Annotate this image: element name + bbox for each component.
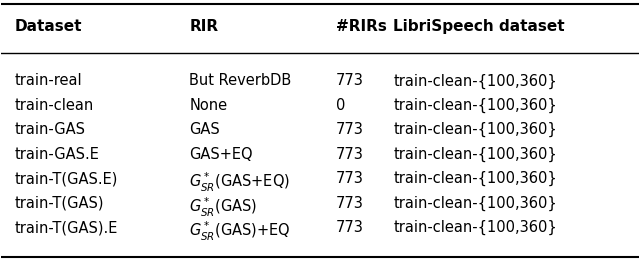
Text: 773: 773	[336, 122, 364, 137]
Text: 773: 773	[336, 147, 364, 162]
Text: But ReverbDB: But ReverbDB	[189, 73, 292, 88]
Text: train-clean: train-clean	[14, 98, 93, 113]
Text: #RIRs: #RIRs	[336, 20, 387, 34]
Text: 773: 773	[336, 220, 364, 235]
Text: LibriSpeech dataset: LibriSpeech dataset	[394, 20, 565, 34]
Text: 0: 0	[336, 98, 346, 113]
Text: GAS+EQ: GAS+EQ	[189, 147, 253, 162]
Text: 773: 773	[336, 196, 364, 211]
Text: train-clean-{100,360}: train-clean-{100,360}	[394, 73, 557, 89]
Text: train-clean-{100,360}: train-clean-{100,360}	[394, 147, 557, 162]
Text: train-clean-{100,360}: train-clean-{100,360}	[394, 171, 557, 186]
Text: train-T(GAS).E: train-T(GAS).E	[14, 220, 118, 235]
Text: train-GAS.E: train-GAS.E	[14, 147, 99, 162]
Text: train-real: train-real	[14, 73, 82, 88]
Text: $G^*_{SR}$(GAS)+EQ: $G^*_{SR}$(GAS)+EQ	[189, 220, 291, 243]
Text: train-GAS: train-GAS	[14, 122, 85, 137]
Text: train-clean-{100,360}: train-clean-{100,360}	[394, 122, 557, 138]
Text: train-T(GAS): train-T(GAS)	[14, 196, 104, 211]
Text: train-T(GAS.E): train-T(GAS.E)	[14, 171, 118, 186]
Text: $G^*_{SR}$(GAS): $G^*_{SR}$(GAS)	[189, 196, 257, 219]
Text: train-clean-{100,360}: train-clean-{100,360}	[394, 196, 557, 211]
Text: GAS: GAS	[189, 122, 220, 137]
Text: train-clean-{100,360}: train-clean-{100,360}	[394, 98, 557, 113]
Text: Dataset: Dataset	[14, 20, 82, 34]
Text: $G^*_{SR}$(GAS+EQ): $G^*_{SR}$(GAS+EQ)	[189, 171, 291, 194]
Text: RIR: RIR	[189, 20, 218, 34]
Text: 773: 773	[336, 73, 364, 88]
Text: 773: 773	[336, 171, 364, 186]
Text: None: None	[189, 98, 227, 113]
Text: train-clean-{100,360}: train-clean-{100,360}	[394, 220, 557, 235]
